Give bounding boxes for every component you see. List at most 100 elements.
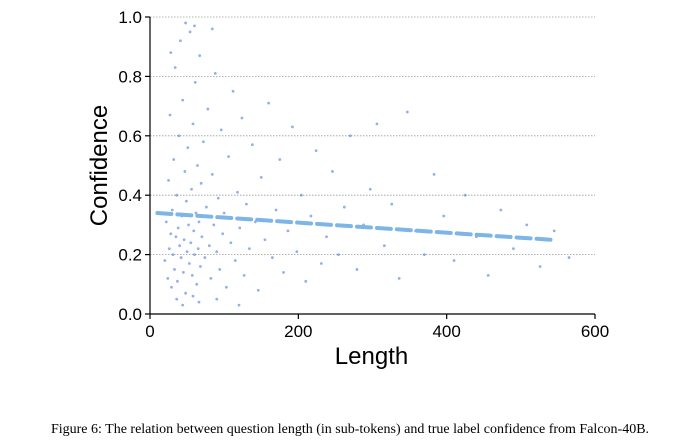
data-point [185, 250, 189, 254]
data-point [221, 232, 225, 236]
data-point [242, 273, 246, 277]
data-point [348, 134, 352, 138]
data-point [170, 208, 174, 212]
data-point [236, 190, 239, 194]
data-point [193, 80, 197, 84]
data-point [229, 241, 233, 245]
data-point [240, 116, 244, 120]
data-point [206, 107, 210, 111]
data-point [452, 259, 456, 262]
data-point [218, 268, 222, 271]
data-point [215, 297, 219, 301]
data-point [187, 223, 190, 227]
x-tick-label: 600 [581, 322, 609, 341]
data-point [172, 158, 176, 161]
data-point [263, 238, 267, 242]
data-point [186, 146, 190, 150]
data-point [168, 113, 172, 117]
data-point [183, 170, 187, 173]
data-point [176, 226, 180, 230]
y-tick-label: 0.6 [118, 127, 142, 146]
data-point [200, 235, 204, 239]
y-tick-label: 0.0 [118, 305, 142, 324]
data-point [171, 253, 175, 256]
data-point [198, 54, 202, 58]
data-point [187, 262, 191, 265]
data-point [184, 21, 188, 25]
data-point [191, 122, 195, 126]
data-point [190, 273, 194, 277]
data-point [274, 208, 278, 212]
y-axis-title: Confidence [86, 105, 113, 226]
data-point [212, 223, 216, 227]
data-point [216, 196, 220, 200]
data-point [278, 158, 282, 161]
data-point [219, 128, 223, 132]
data-point [247, 247, 251, 251]
data-point [173, 268, 176, 271]
data-point [179, 256, 183, 259]
data-point [405, 110, 409, 114]
data-point [486, 273, 490, 277]
data-point [196, 164, 199, 167]
y-tick-label: 0.2 [118, 246, 142, 265]
data-point [169, 232, 173, 236]
data-point [319, 262, 323, 265]
data-point [197, 220, 201, 224]
data-point [204, 205, 208, 209]
data-point [163, 259, 167, 262]
data-point [192, 229, 196, 233]
data-point [173, 66, 177, 69]
data-point [397, 276, 401, 280]
data-point [286, 229, 290, 233]
data-points [163, 21, 571, 307]
data-point [175, 297, 179, 301]
data-point [181, 98, 185, 102]
data-point [191, 294, 195, 298]
data-point [432, 173, 436, 176]
data-point [299, 193, 303, 197]
data-point [442, 214, 446, 218]
data-point [390, 202, 394, 206]
data-point [567, 256, 571, 259]
data-point [512, 247, 515, 251]
data-point [267, 101, 271, 105]
data-point [331, 170, 334, 173]
data-point [202, 140, 205, 144]
y-tick-label: 1.0 [118, 8, 142, 27]
data-point [423, 253, 426, 256]
data-point [552, 229, 556, 233]
data-point [210, 27, 214, 31]
data-point [178, 244, 182, 248]
data-point [342, 205, 346, 209]
data-point [188, 30, 192, 34]
data-point [355, 268, 359, 271]
data-point [170, 285, 173, 289]
data-point [382, 244, 386, 248]
y-tick-label: 0.8 [118, 67, 142, 86]
data-point [199, 181, 203, 185]
data-point [181, 303, 185, 307]
data-point [210, 173, 214, 176]
data-point [222, 211, 226, 215]
data-point [207, 244, 211, 248]
data-point [177, 134, 181, 138]
data-point [224, 285, 228, 289]
data-point [325, 235, 328, 239]
data-point [193, 253, 196, 256]
trend-line [155, 211, 553, 242]
data-point [190, 187, 193, 191]
data-point [245, 202, 248, 206]
data-point [282, 271, 285, 274]
data-point [270, 256, 274, 259]
data-point [199, 265, 202, 268]
data-point [164, 220, 168, 224]
data-point [194, 211, 198, 215]
data-point [538, 265, 542, 268]
data-point [250, 143, 254, 147]
y-tick-label: 0.4 [118, 186, 142, 205]
data-point [193, 24, 196, 28]
data-point [238, 226, 242, 230]
data-point [213, 72, 217, 75]
